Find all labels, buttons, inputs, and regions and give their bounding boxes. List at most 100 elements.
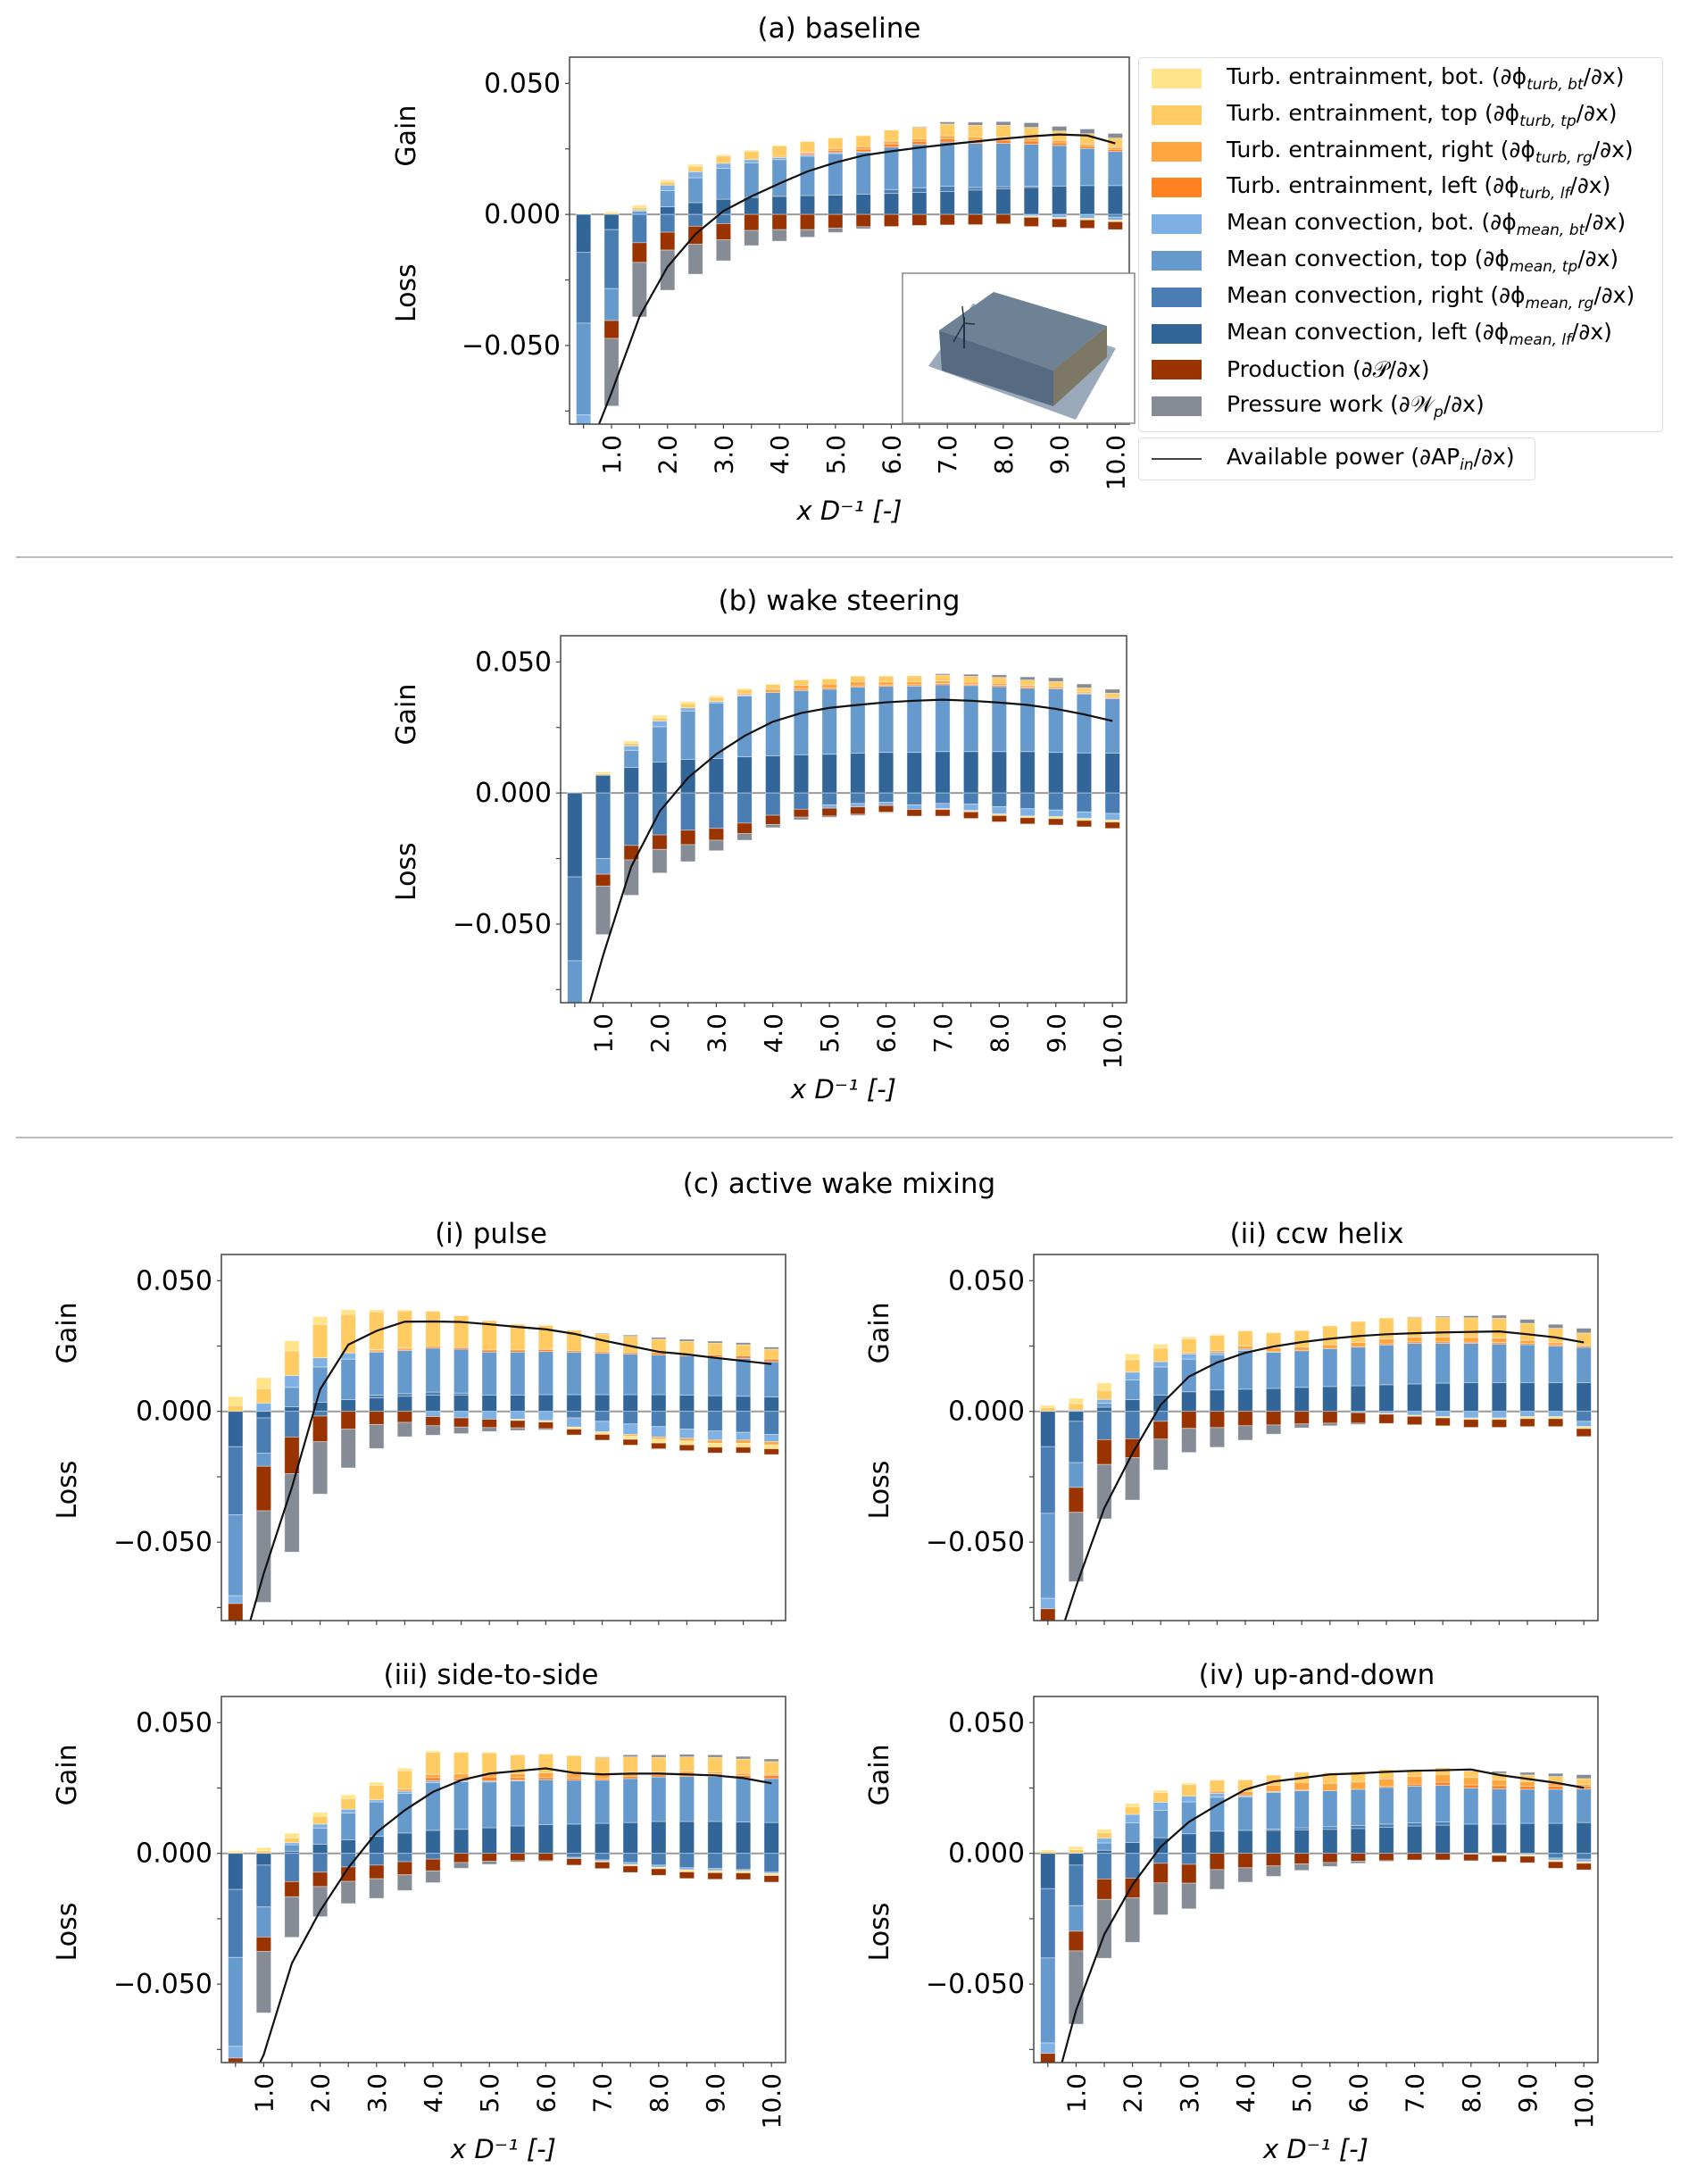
bar-turb-rg — [1463, 1337, 1479, 1343]
bar-pw — [828, 228, 844, 233]
bar-mean-lf — [850, 753, 866, 794]
bar-mean-bt — [735, 1431, 752, 1441]
bar-mean-tp — [935, 684, 951, 753]
bar-mean-tp — [878, 686, 894, 754]
bar-mean-rg — [631, 213, 647, 244]
bar-mean-lf — [1491, 1382, 1508, 1413]
bar-pw — [680, 844, 696, 863]
bar-turb-tp — [228, 1405, 244, 1413]
bar-mean-lf — [963, 751, 979, 794]
bar-pw — [850, 813, 866, 816]
bar-mean-tp — [228, 1956, 244, 2047]
x-axis-label: x D⁻¹ [-] — [1262, 2134, 1369, 2164]
bar-pw — [1463, 1315, 1479, 1319]
bar-mean-tp — [537, 1351, 554, 1396]
bar-turb-rg — [1322, 1344, 1338, 1349]
bar-turb-tp — [594, 1757, 611, 1775]
legend-label: Turb. entrainment, bot. (∂ϕturb, bt/∂x) — [1227, 63, 1625, 94]
y-tick-label: 0.000 — [484, 199, 561, 230]
bar-mean-tp — [481, 1351, 497, 1396]
bar-turb-tp — [1124, 1805, 1141, 1815]
bar-pw — [255, 1510, 272, 1603]
bar-mean-rg — [1181, 1853, 1197, 1865]
bar-prod — [1265, 1853, 1282, 1867]
x-tick-label: 6.0 — [1344, 2073, 1373, 2113]
bar-turb-tp — [1068, 1403, 1085, 1411]
bar-turb-bt — [678, 1440, 695, 1446]
bar-turb-bt — [396, 1767, 413, 1771]
bar-prod — [1152, 1421, 1169, 1440]
bar-turb-bt — [312, 1812, 329, 1817]
bar-mean-tp — [1519, 1788, 1535, 1824]
bar-turb-bt — [1124, 1803, 1141, 1807]
bar-mean-tp — [481, 1781, 497, 1829]
x-tick-label: 6.0 — [531, 2073, 561, 2113]
bar-turb-lf — [763, 1358, 779, 1363]
bar-mean-rg — [793, 792, 810, 810]
bar-mean-tp — [939, 141, 955, 187]
bar-mean-bt — [763, 1434, 779, 1443]
bar-mean-rg — [939, 186, 955, 192]
bar-mean-tp — [736, 696, 753, 758]
bar-prod — [603, 320, 620, 339]
bar-mean-lf — [736, 756, 753, 794]
bar-mean-lf — [566, 1394, 582, 1413]
bar-mean-tp — [312, 1827, 329, 1845]
bar-turb-tp — [396, 1310, 413, 1348]
bar-turb-bt — [793, 679, 810, 681]
bar-mean-lf — [425, 1830, 441, 1855]
bar-turb-tp — [312, 1323, 329, 1359]
bar-prod — [995, 213, 1011, 225]
bar-prod — [1378, 1853, 1394, 1862]
bar-mean-bt — [1576, 1421, 1592, 1428]
bar-mean-tp — [771, 159, 787, 197]
bar-mean-rg — [687, 213, 703, 227]
x-tick-label: 4.0 — [419, 2073, 448, 2113]
bar-mean-tp — [911, 144, 928, 188]
bar-prod — [1576, 1863, 1592, 1871]
bar-pw — [1104, 688, 1120, 694]
bar-mean-bt — [1107, 216, 1123, 221]
bar-pw — [855, 226, 871, 229]
bar-turb-tp — [453, 1752, 470, 1775]
bar-turb-bt — [735, 1443, 752, 1448]
x-tick-label: 7.0 — [928, 1013, 958, 1054]
bar-mean-rg — [850, 792, 866, 804]
bar-turb-tp — [855, 135, 871, 147]
bar-turb-tp — [1576, 1778, 1592, 1785]
bar-mean-bt — [1048, 809, 1064, 817]
bar-mean-lf — [771, 196, 787, 215]
bar-mean-rg — [1435, 1821, 1451, 1826]
bar-pw — [763, 1346, 779, 1350]
bar-prod — [1181, 1411, 1197, 1430]
bar-prod — [481, 1853, 497, 1862]
bar-pw — [425, 1870, 441, 1883]
bar-mean-lf — [1104, 753, 1120, 794]
legend-item-mean-bt: Mean convection, bot. (∂ϕmean, bt/∂x) — [1152, 209, 1626, 239]
bar-pw — [678, 1338, 695, 1342]
bar-mean-lf — [1040, 1411, 1056, 1447]
bar-pw — [1068, 1512, 1085, 1582]
x-tick-label: 5.0 — [1287, 2073, 1317, 2113]
bar-mean-rg — [1068, 1864, 1085, 1906]
bar-mean-bt — [678, 1429, 695, 1439]
x-tick-label: 10.0 — [757, 2073, 786, 2129]
bar-mean-lf — [622, 1394, 638, 1413]
bar-prod — [284, 1880, 300, 1897]
bar-mean-rg — [1576, 1411, 1592, 1422]
bar-mean-tp — [1181, 1358, 1197, 1393]
bar-turb-bt — [687, 163, 703, 167]
bar-mean-bt — [1181, 1796, 1197, 1803]
available-power-line — [1061, 1768, 1585, 2063]
bar-mean-bt — [566, 1417, 582, 1428]
legend-swatch — [1152, 178, 1202, 198]
legend-box: Turb. entrainment, bot. (∂ϕturb, bt/∂x) T… — [1138, 57, 1663, 432]
bar-mean-tp — [707, 1776, 723, 1822]
bar-pw — [1547, 1323, 1564, 1329]
bar-mean-lf — [765, 755, 781, 794]
bar-mean-bt — [594, 1421, 611, 1432]
bar-mean-lf — [623, 766, 639, 794]
bar-pw — [1079, 129, 1095, 135]
bar-turb-tp — [1576, 1332, 1592, 1346]
bar-mean-bt — [1096, 1398, 1112, 1405]
